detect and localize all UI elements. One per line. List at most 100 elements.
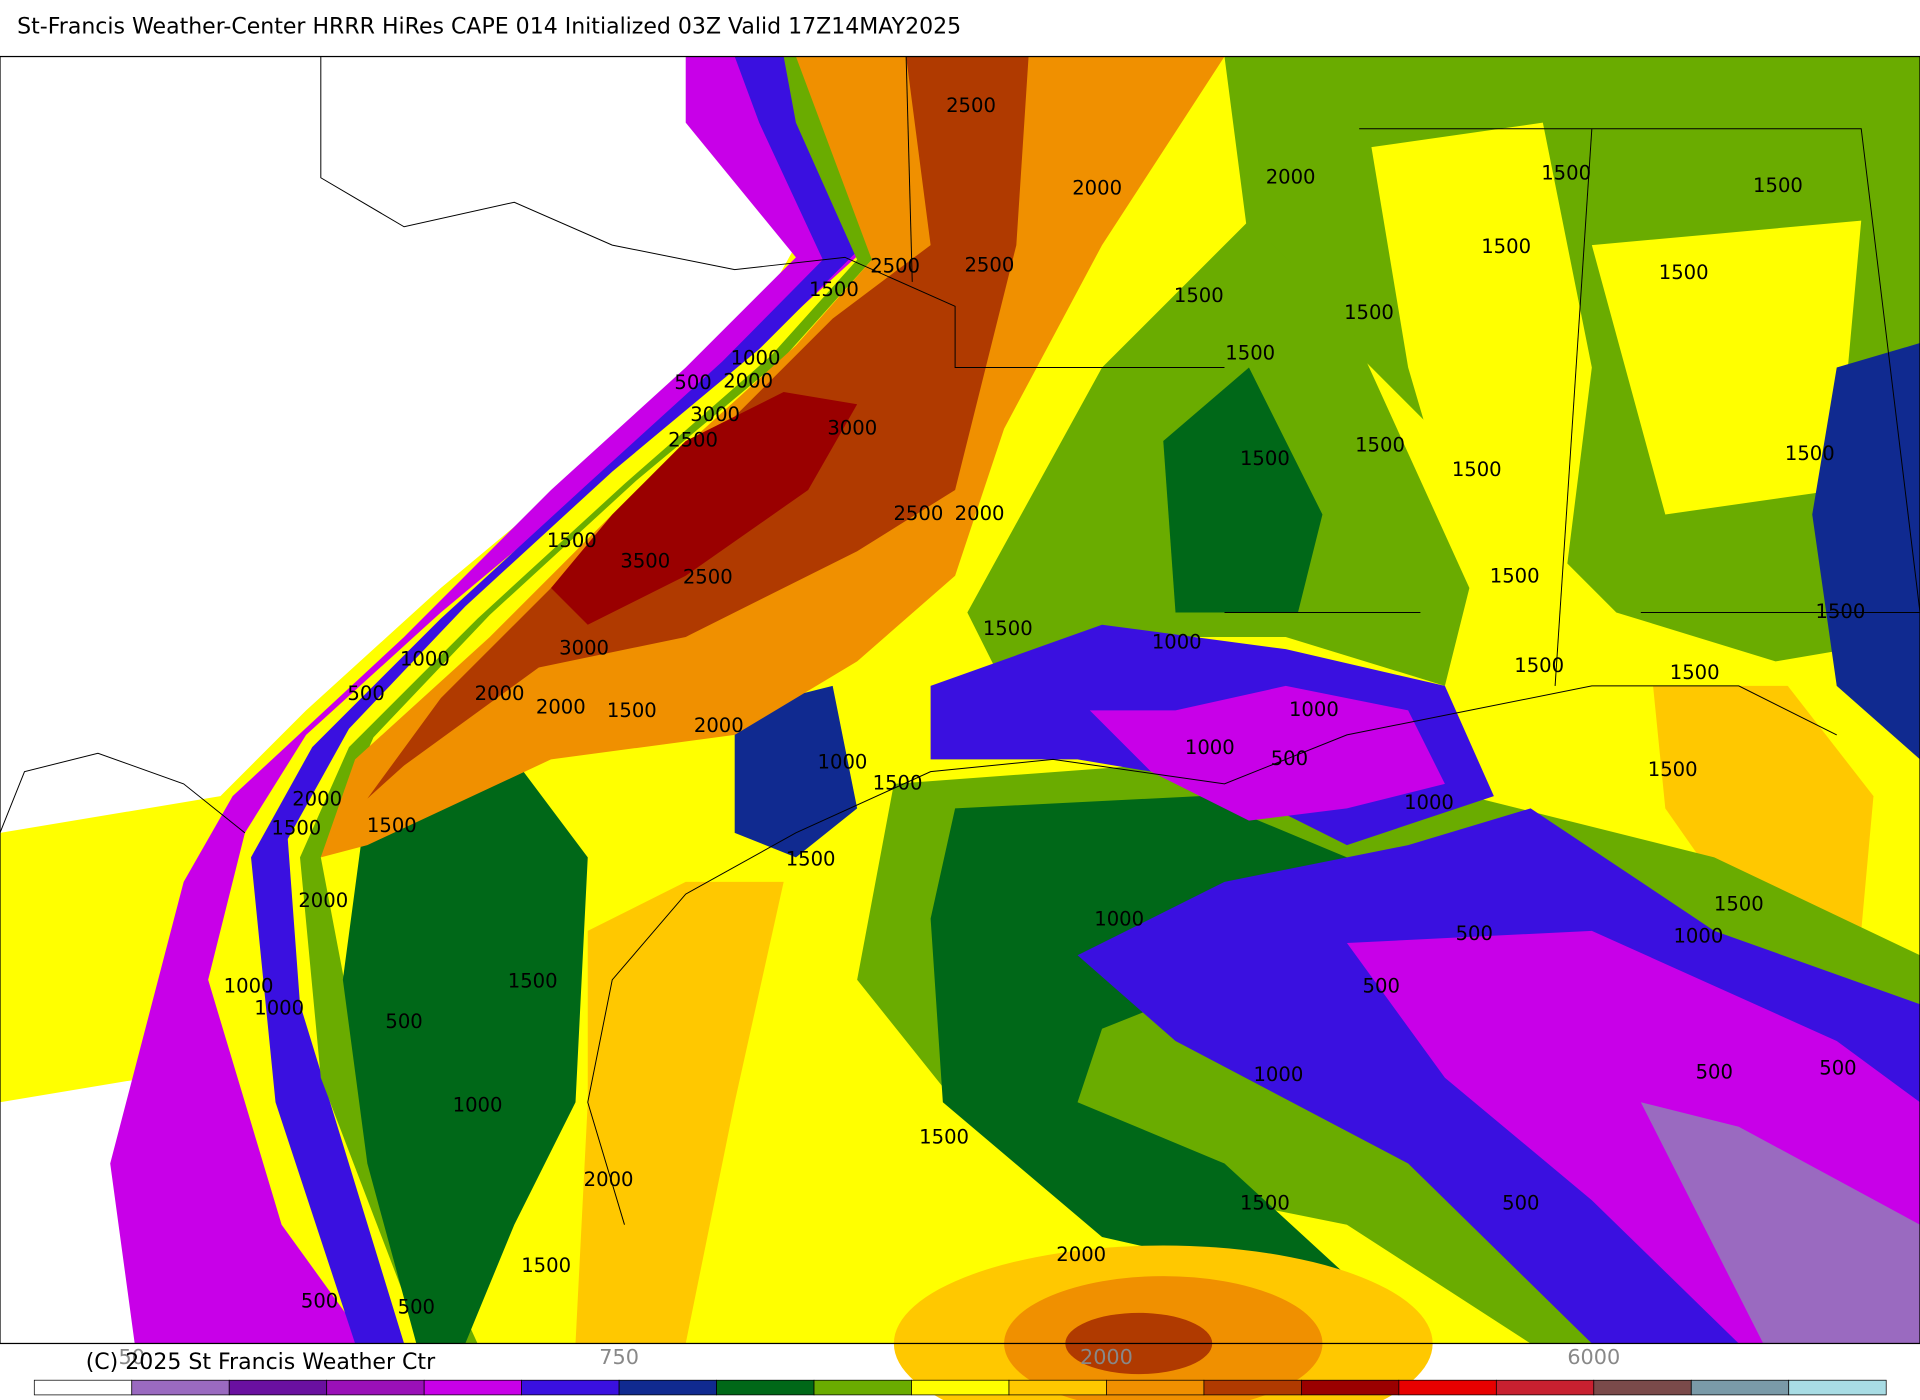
contour-label: 2000 [1056, 1243, 1106, 1266]
colorbar-swatch [1398, 1379, 1497, 1396]
country-border [0, 752, 246, 834]
contour-label: 500 [674, 371, 711, 394]
contour-label: 500 [1363, 975, 1400, 998]
contour-label: 1500 [1240, 1191, 1290, 1214]
contour-label: 2500 [893, 502, 943, 525]
contour-label: 1000 [1152, 631, 1202, 654]
contour-label: 1500 [1344, 301, 1394, 324]
contour-label: 1500 [607, 699, 657, 722]
contour-label: 1000 [1185, 736, 1235, 759]
contour-label: 2500 [683, 566, 733, 589]
state-border [1554, 128, 1593, 686]
contour-label: 2000 [584, 1168, 634, 1191]
contour-label: 1000 [818, 751, 868, 774]
colorbar-swatch [521, 1379, 620, 1396]
colorbar-swatch [911, 1379, 1010, 1396]
contour-label: 2500 [964, 253, 1014, 276]
contour-label: 1500 [1541, 162, 1591, 185]
contour-label: 1000 [453, 1093, 503, 1116]
contour-label: 500 [1696, 1060, 1733, 1083]
colorbar-swatch [131, 1379, 230, 1396]
colorbar-swatch [1690, 1379, 1790, 1396]
colorbar-swatch [716, 1379, 815, 1396]
contour-label: 1000 [254, 997, 304, 1020]
contour-label: 2000 [694, 714, 744, 737]
colorbar: 50 750 2000 6000 [33, 1345, 1887, 1396]
colorbar-label: 6000 [1567, 1345, 1620, 1369]
state-border [1359, 128, 1920, 613]
contour-label: 3000 [690, 403, 740, 426]
contour-label: 2000 [1266, 165, 1316, 188]
contour-label: 1500 [508, 970, 558, 993]
contour-label: 1000 [224, 975, 274, 998]
contour-label: 1500 [1648, 758, 1698, 781]
contour-label: 2000 [292, 787, 342, 810]
contour-label: 1500 [786, 847, 836, 870]
contour-label: 3000 [559, 637, 609, 660]
colorbar-swatch [1203, 1379, 1302, 1396]
contour-label: 1000 [1289, 698, 1339, 721]
contour-label: 1500 [1659, 261, 1709, 284]
coast-magenta [1089, 685, 1445, 821]
contour-label: 2500 [870, 255, 920, 278]
sw-darkgreen [342, 759, 588, 1344]
contour-label: 1500 [1753, 174, 1803, 197]
contour-label: 1500 [1174, 284, 1224, 307]
colorbar-swatch [228, 1379, 328, 1396]
west-blue [251, 56, 864, 1344]
contour-label: 1000 [400, 648, 450, 671]
contour-label: 1500 [1815, 600, 1865, 623]
contour-label: 500 [1819, 1057, 1856, 1080]
colorbar-label: 50 [119, 1345, 145, 1369]
state-border [905, 56, 913, 282]
colorbar-swatch [813, 1379, 912, 1396]
contour-label: 500 [1456, 922, 1493, 945]
contour-label: 1000 [1253, 1063, 1303, 1086]
contour-label: 2000 [1072, 176, 1122, 199]
contour-label: 1500 [1225, 342, 1275, 365]
contour-label: 1500 [1355, 433, 1405, 456]
central-darkgreen [1163, 367, 1323, 613]
state-border [320, 56, 1225, 369]
colorbar-swatch [1593, 1379, 1692, 1396]
west-magenta [110, 56, 870, 1344]
contour-label: 2000 [475, 682, 525, 705]
contour-label: 1500 [1490, 564, 1540, 587]
contour-label: 2500 [946, 94, 996, 117]
map-area: 2500 2000 2000 1500 1500 1500 2500 2500 1500 1500… [0, 55, 1920, 1400]
colorbar-swatch [33, 1379, 133, 1396]
contour-label: 1500 [271, 817, 321, 840]
colorbar-swatch [423, 1379, 522, 1396]
colorbar-swatch [1106, 1379, 1205, 1396]
east-blue [1812, 343, 1920, 760]
contour-label: 1500 [547, 529, 597, 552]
contour-label: 1500 [367, 814, 417, 837]
colorbar-swatch [1008, 1379, 1107, 1396]
colorbar-swatch [1788, 1379, 1887, 1396]
contour-label: 1500 [983, 617, 1033, 640]
contour-label: 1500 [809, 278, 859, 301]
colorbar-label: 750 [599, 1345, 639, 1369]
contour-label: 1000 [1404, 791, 1454, 814]
contour-label: 500 [347, 682, 384, 705]
inland-blue [734, 685, 858, 858]
contour-label: 1500 [1714, 893, 1764, 916]
contour-label: 1500 [1670, 661, 1720, 684]
west-darkred [551, 392, 858, 625]
east-yellow [1371, 122, 1862, 576]
contour-label: 1000 [1094, 907, 1144, 930]
contour-label: 2000 [723, 370, 773, 393]
contour-label: 500 [398, 1295, 435, 1318]
contour-label: 500 [385, 1010, 422, 1033]
contour-label: 2000 [298, 889, 348, 912]
contour-label: 3000 [827, 416, 877, 439]
contour-label: 1500 [1481, 235, 1531, 258]
contour-label: 2500 [668, 429, 718, 452]
contour-label: 2000 [536, 695, 586, 718]
gulf-lavender [1640, 1102, 1920, 1344]
contour-label: 500 [301, 1289, 338, 1312]
coast-gold [575, 881, 784, 1344]
contour-label: 1500 [1514, 654, 1564, 677]
